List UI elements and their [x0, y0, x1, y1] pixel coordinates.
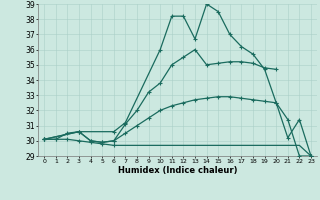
X-axis label: Humidex (Indice chaleur): Humidex (Indice chaleur) — [118, 166, 237, 175]
